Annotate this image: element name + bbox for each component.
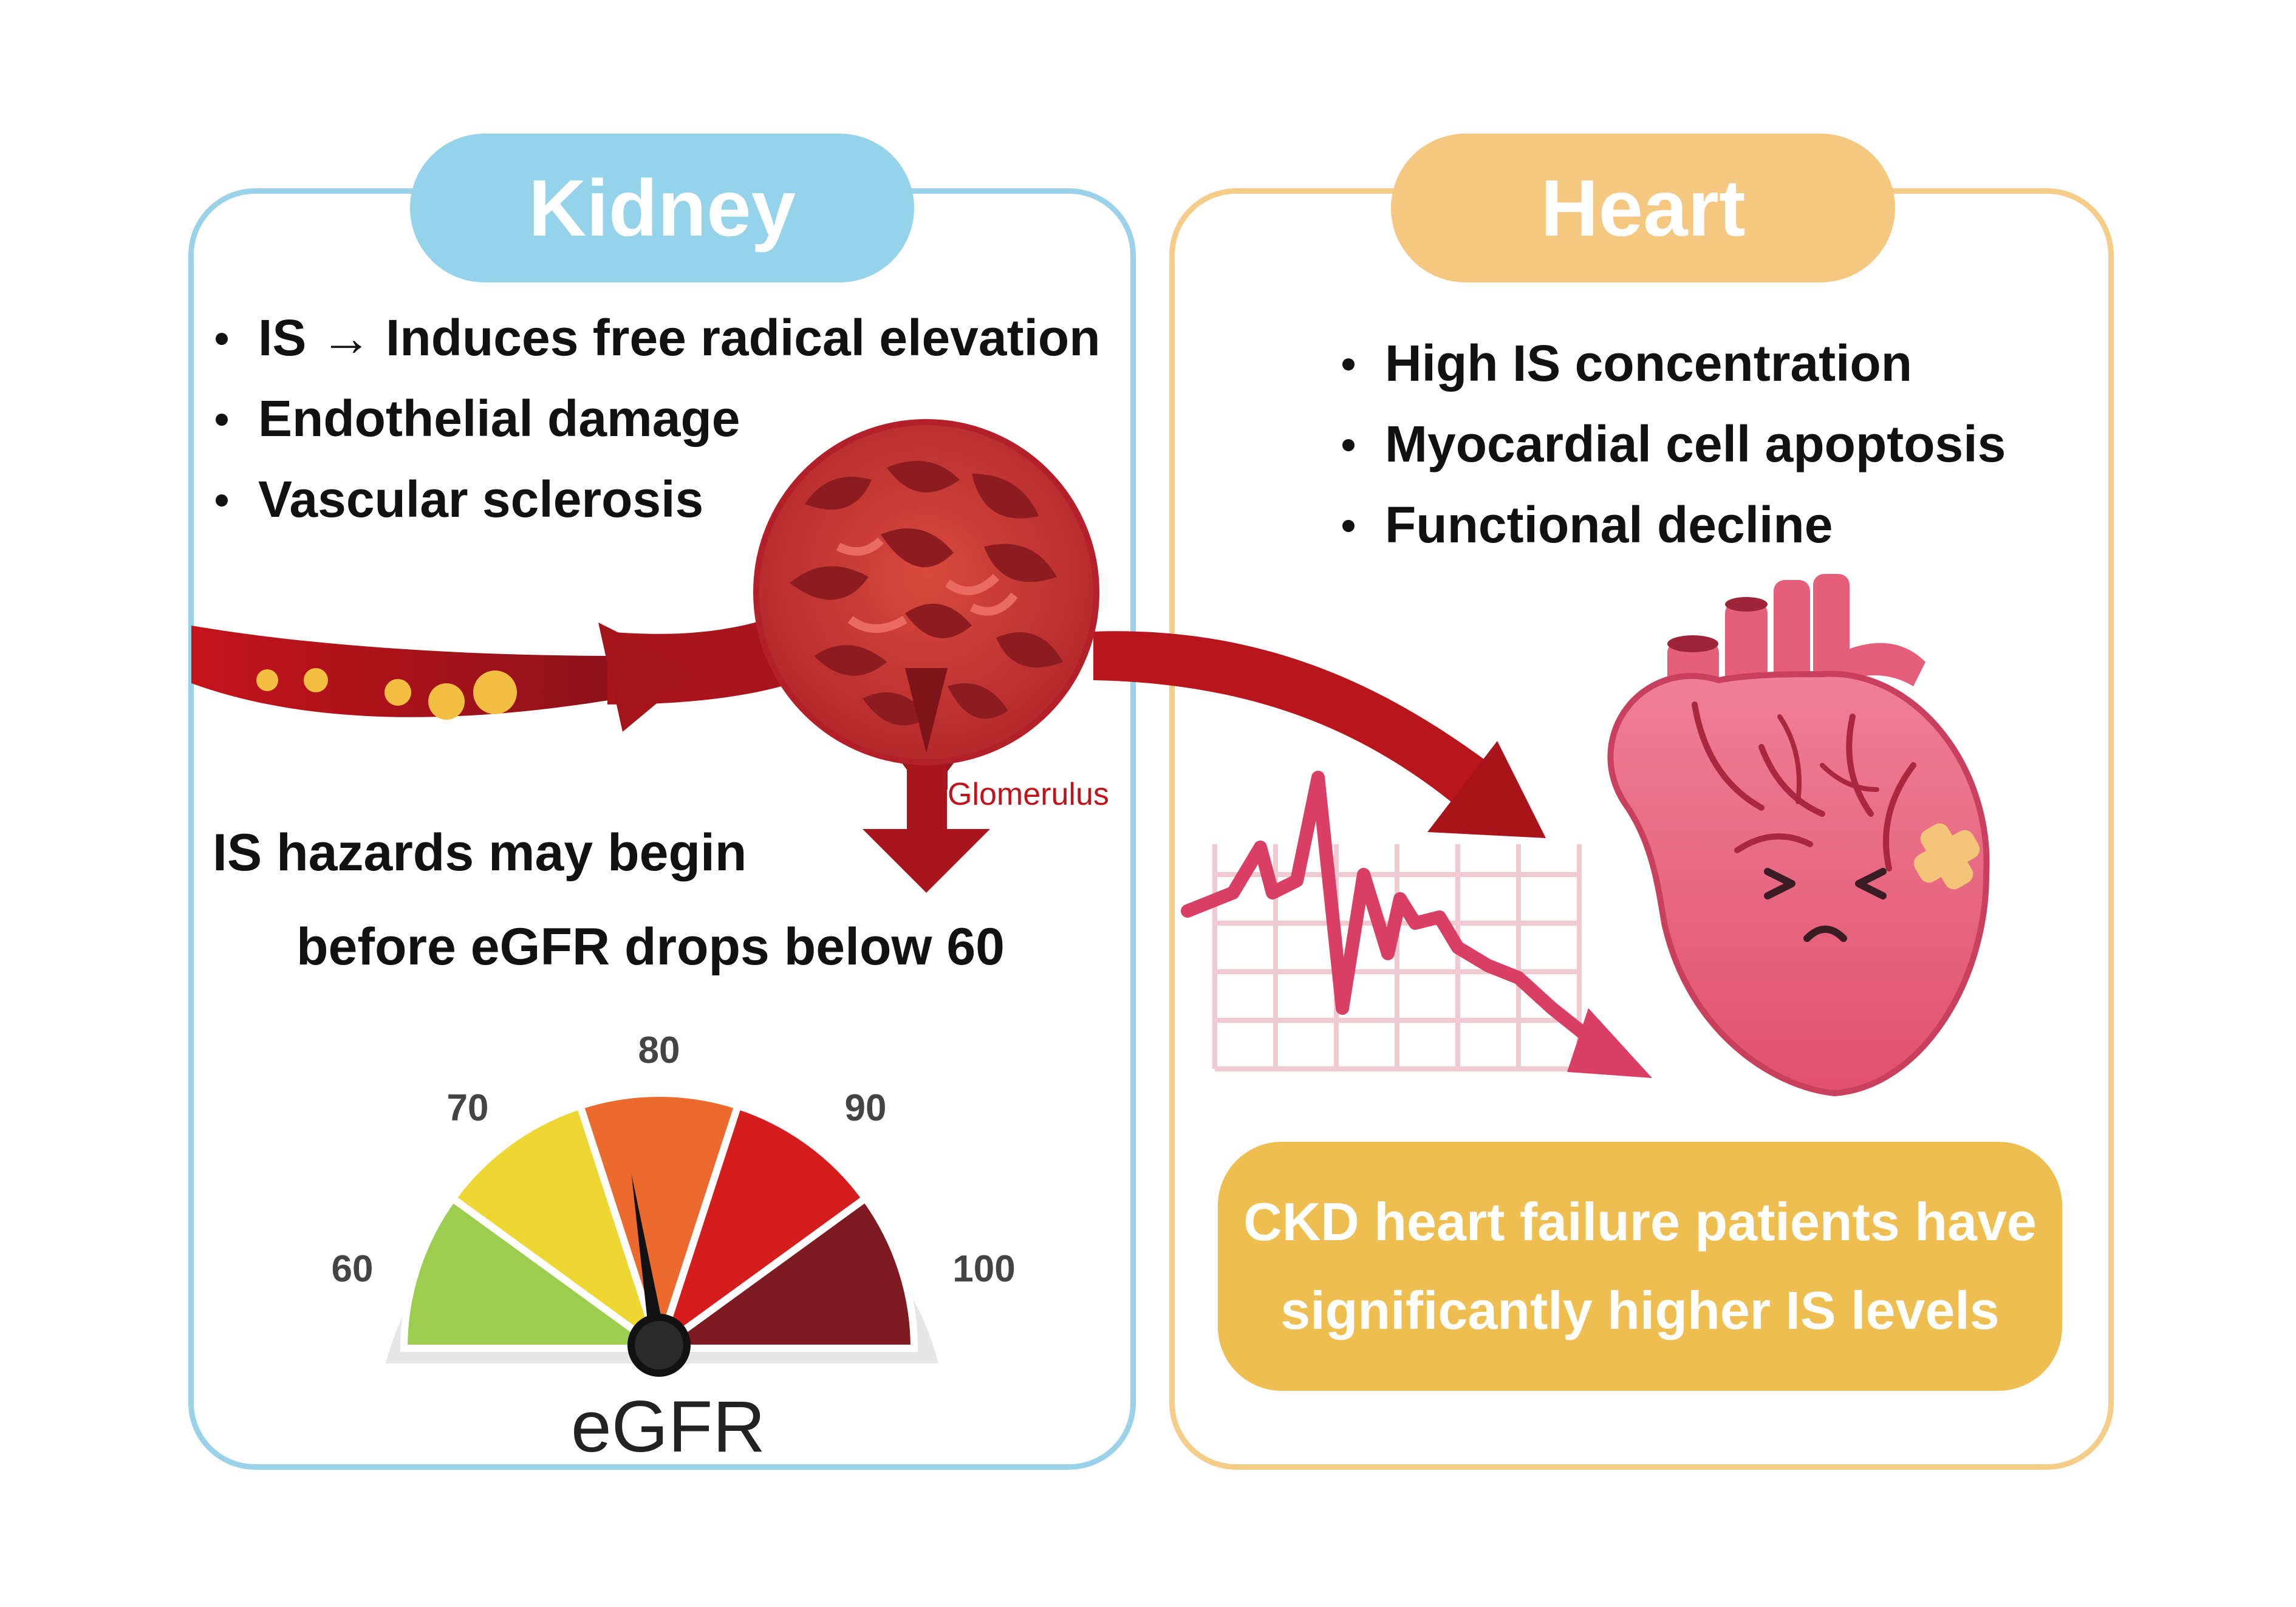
gauge-needle [631,1174,668,1350]
kidney-bullet-item: Vascular sclerosis [210,459,1101,540]
gauge-segment [575,1090,743,1360]
ckd-callout-line-1: CKD heart failure patients have [1243,1192,2037,1252]
kidney-to-heart-arrow-icon [1093,631,1546,838]
ecg-decline-chart-icon [1181,771,1652,1078]
kidney-title: Kidney [528,163,796,253]
kidney-bullet-list: IS → Induces free radical elevation Endo… [210,298,1101,540]
sad-heart-icon [1607,574,1990,1097]
gauge-segment [652,1100,871,1358]
heart-bullet-list: High IS concentration Myocardial cell ap… [1336,323,2006,565]
heart-bullet-item: Functional decline [1336,485,2006,565]
heart-bullet-item: High IS concentration [1336,323,2006,404]
gauge-segment [400,1193,671,1352]
glomerulus-icon [753,419,1099,790]
egfr-gauge-icon [386,1090,938,1377]
heart-title-pill: Heart [1391,134,1895,282]
hazard-line-2: before eGFR drops below 60 [296,918,1005,976]
heart-title: Heart [1540,163,1746,253]
hazard-line-1: IS hazards may begin [213,824,747,882]
kidney-bullet-item: IS → Induces free radical elevation [210,298,1101,378]
glomerulus-down-arrow-icon [863,765,990,893]
heart-bullet-item: Myocardial cell apoptosis [1336,404,2006,485]
kidney-title-pill: Kidney [410,134,914,282]
gauge-segment [647,1193,918,1352]
blood-stream-icon [191,613,802,732]
ckd-callout: CKD heart failure patients have signific… [1218,1142,2062,1391]
kidney-bullet-item: Endothelial damage [210,378,1101,459]
ckd-callout-line-2: significantly higher IS levels [1280,1280,2000,1340]
gauge-segment [447,1100,666,1358]
